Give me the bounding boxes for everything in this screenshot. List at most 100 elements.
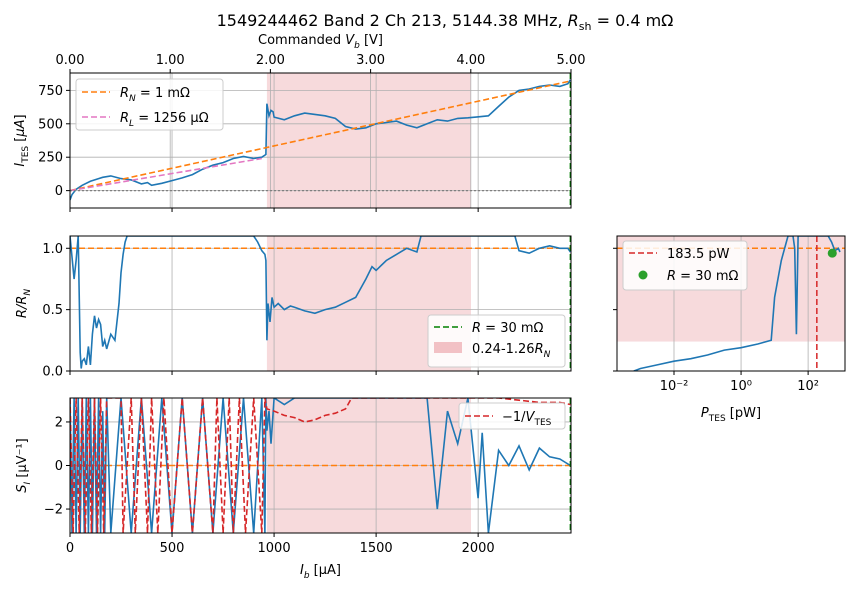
xlabel-ib-unit: [μA] <box>310 563 341 578</box>
legend-si <box>458 402 566 430</box>
title-r: R <box>568 11 579 30</box>
legend-rn-band-label: 0.24-1.26RN <box>472 342 551 360</box>
ytick-label: −2 <box>44 503 63 518</box>
ytick-label: 500 <box>38 117 63 132</box>
ylabel-iv-mu: μA <box>13 119 28 137</box>
legend-iv-rl-r: R <box>120 111 129 126</box>
ylabel-iv-close: ] <box>13 114 28 119</box>
legend-iv-rn-rest: = 1 mΩ <box>136 86 190 101</box>
xtick-label: 1000 <box>258 541 291 556</box>
xlabel-ib-i: I <box>300 563 304 578</box>
xtick-label: 2000 <box>462 541 495 556</box>
ytick-label: 1.0 <box>42 242 63 257</box>
ylabel-si-sub: I <box>23 481 33 484</box>
legend-iv-rl-sub: L <box>129 119 134 129</box>
xlabel-ptes-unit: [pW] <box>726 406 761 421</box>
ytick-label: 250 <box>38 151 63 166</box>
legend-iv <box>75 78 224 131</box>
ylabel-iv-i: I <box>13 163 28 167</box>
title-prefix: 1549244462 Band 2 Ch 213, 5144.38 MHz, <box>217 11 568 30</box>
legend-si-v: V <box>526 410 536 425</box>
title-suffix: = 0.4 mΩ <box>591 11 673 30</box>
frame-iv <box>69 72 572 209</box>
legend-ptes <box>622 240 748 291</box>
ylabel-iv-unit: [ <box>13 137 28 146</box>
figure-title: 1549244462 Band 2 Ch 213, 5144.38 MHz, R… <box>217 11 674 33</box>
point-30mohm <box>827 248 837 258</box>
ylabel-iv: ITES [μA] <box>13 114 31 166</box>
series-r-n-1-m- <box>70 80 571 192</box>
series-data <box>70 236 571 369</box>
panel-si: −2 0 2 0 500 1000 1500 2000 <box>44 397 572 556</box>
panel-iv: 0 250 500 750 0.00 1.00 2.00 3.00 4.00 5.00 Comman… <box>38 33 585 212</box>
top-tick-label: 2.00 <box>256 53 285 68</box>
xlabel-ptes-sub: TES <box>708 414 726 424</box>
legend-si-sub: TES <box>533 418 551 428</box>
legend-rn-30-r: R <box>472 321 481 336</box>
legend-ptes-dot-r: R <box>667 269 676 284</box>
xlabel-ib: Ib [μA] <box>300 563 341 581</box>
top-axis-label: Commanded Vb [V] <box>258 33 383 51</box>
legend-ptes-dot-swatch <box>638 270 648 280</box>
xtick-label: 10⁻² <box>660 379 689 394</box>
legend-ptes-pw-label: 183.5 pW <box>667 247 730 262</box>
xlabel-ptes-p: P <box>701 406 709 421</box>
ylabel-rn: R/RN <box>15 289 33 318</box>
series-r-l-1256- <box>70 157 262 192</box>
frame-ptes <box>616 235 846 372</box>
legend-iv-rn-sub: N <box>129 94 136 104</box>
legend-rn <box>427 314 566 368</box>
xlabel-ib-sub: b <box>304 571 310 581</box>
ytick-label: 2 <box>55 415 63 430</box>
frame-rn <box>69 235 572 372</box>
legend-rn-30-label: R = 30 mΩ <box>472 321 544 336</box>
ylabel-si-s: S <box>15 484 30 492</box>
ytick-label: 0 <box>55 184 63 199</box>
top-axis-label-sub: b <box>354 41 360 51</box>
legend-rn-band-r: R <box>535 342 544 357</box>
legend-rn-band-sub: N <box>544 350 551 360</box>
ytick-label: 0.0 <box>42 365 63 380</box>
ylabel-iv-sub: TES <box>21 146 31 164</box>
xtick-label: 1500 <box>360 541 393 556</box>
xlabel-ptes: PTES [pW] <box>701 406 761 424</box>
ytick-label: 0 <box>55 459 63 474</box>
xtick-label: 0 <box>66 541 74 556</box>
legend-ptes-dot-label: R = 30 mΩ <box>667 269 739 284</box>
xtick-label: 10⁰ <box>730 379 752 394</box>
shaded-region <box>266 73 472 208</box>
plot-area-iv <box>70 73 571 208</box>
ylabel-rn-sub: N <box>23 289 33 296</box>
series--1-v-tes <box>70 398 571 533</box>
xtick-label: 500 <box>160 541 185 556</box>
plot-area-si <box>70 398 571 533</box>
top-axis-label-a: Commanded <box>258 33 345 48</box>
legend-rn-band-range: 0.24-1.26 <box>472 342 535 357</box>
xtick-label: 10² <box>797 379 819 394</box>
ylabel-si-unit: [μV⁻¹] <box>15 438 30 482</box>
legend-si-label: −1/VTES <box>502 410 552 428</box>
legend-rn-30-rest: = 30 mΩ <box>481 321 543 336</box>
series-data <box>633 236 841 371</box>
legend-iv-rl-label: RL = 1256 μΩ <box>120 111 209 129</box>
top-axis-label-unit: [V] <box>360 33 383 48</box>
ytick-label: 750 <box>38 84 63 99</box>
legend-iv-rl-rest: = 1256 μΩ <box>134 111 209 126</box>
legend-iv-rn-r: R <box>120 86 129 101</box>
legend-rn-band-swatch <box>434 342 462 353</box>
top-tick-label: 5.00 <box>557 53 586 68</box>
series-data <box>70 79 571 201</box>
ylabel-si: SI [μV⁻¹] <box>15 438 33 492</box>
legend-iv-rn-label: RN = 1 mΩ <box>120 86 190 104</box>
top-tick-label: 3.00 <box>356 53 385 68</box>
legend-ptes-dot-rest: = 30 mΩ <box>676 269 738 284</box>
ytick-label: 0.5 <box>42 303 63 318</box>
ylabel-rn-r: R/R <box>15 296 30 318</box>
top-tick-label: 0.00 <box>56 53 85 68</box>
top-axis-label-v: V <box>345 33 355 48</box>
top-tick-label: 1.00 <box>156 53 185 68</box>
top-tick-label: 4.00 <box>456 53 485 68</box>
title-sub: sh <box>579 20 592 33</box>
